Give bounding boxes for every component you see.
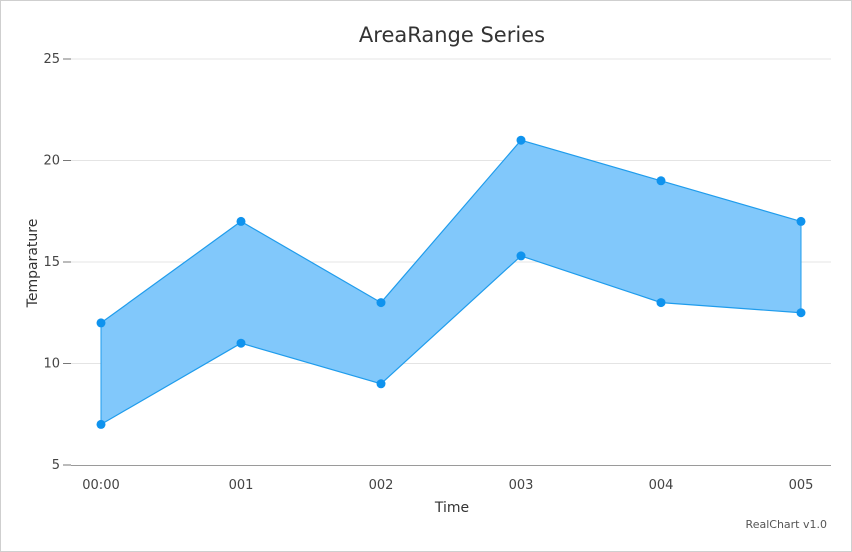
x-tick-label: 005 <box>789 478 814 493</box>
high-point-marker[interactable] <box>236 216 246 226</box>
low-point-marker[interactable] <box>96 419 106 429</box>
low-series-line <box>100 255 802 425</box>
low-point-marker[interactable] <box>236 338 246 348</box>
high-point-marker[interactable] <box>376 298 386 308</box>
x-tick-label: 002 <box>369 478 394 493</box>
high-point-marker[interactable] <box>96 318 106 328</box>
x-tick-label: 001 <box>229 478 254 493</box>
y-tick-label: 20 <box>43 154 60 169</box>
low-point-marker[interactable] <box>796 308 806 318</box>
low-point-marker[interactable] <box>516 251 526 261</box>
y-tick-label: 25 <box>43 52 60 67</box>
x-tick-label: 00:00 <box>82 478 119 493</box>
x-axis-title: Time <box>434 500 469 516</box>
range-area-fill <box>101 140 801 425</box>
markers <box>96 135 806 429</box>
high-point-marker[interactable] <box>656 176 666 186</box>
area-range-layer <box>100 139 802 425</box>
high-point-marker[interactable] <box>516 135 526 145</box>
high-series-line <box>100 139 802 324</box>
axes: 5 10 15 20 25 00:00 001 002 003 004 005 <box>43 52 831 493</box>
chart-title: AreaRange Series <box>359 23 545 47</box>
x-tick-label: 004 <box>649 478 674 493</box>
low-point-marker[interactable] <box>376 379 386 389</box>
y-axis-title: Temparature <box>25 219 41 309</box>
y-tick-label: 10 <box>43 357 60 372</box>
credits-label: RealChart v1.0 <box>746 518 827 531</box>
high-point-marker[interactable] <box>796 216 806 226</box>
y-tick-label: 15 <box>43 255 60 270</box>
x-tick-label: 003 <box>509 478 534 493</box>
low-point-marker[interactable] <box>656 298 666 308</box>
y-tick-label: 5 <box>52 458 60 473</box>
